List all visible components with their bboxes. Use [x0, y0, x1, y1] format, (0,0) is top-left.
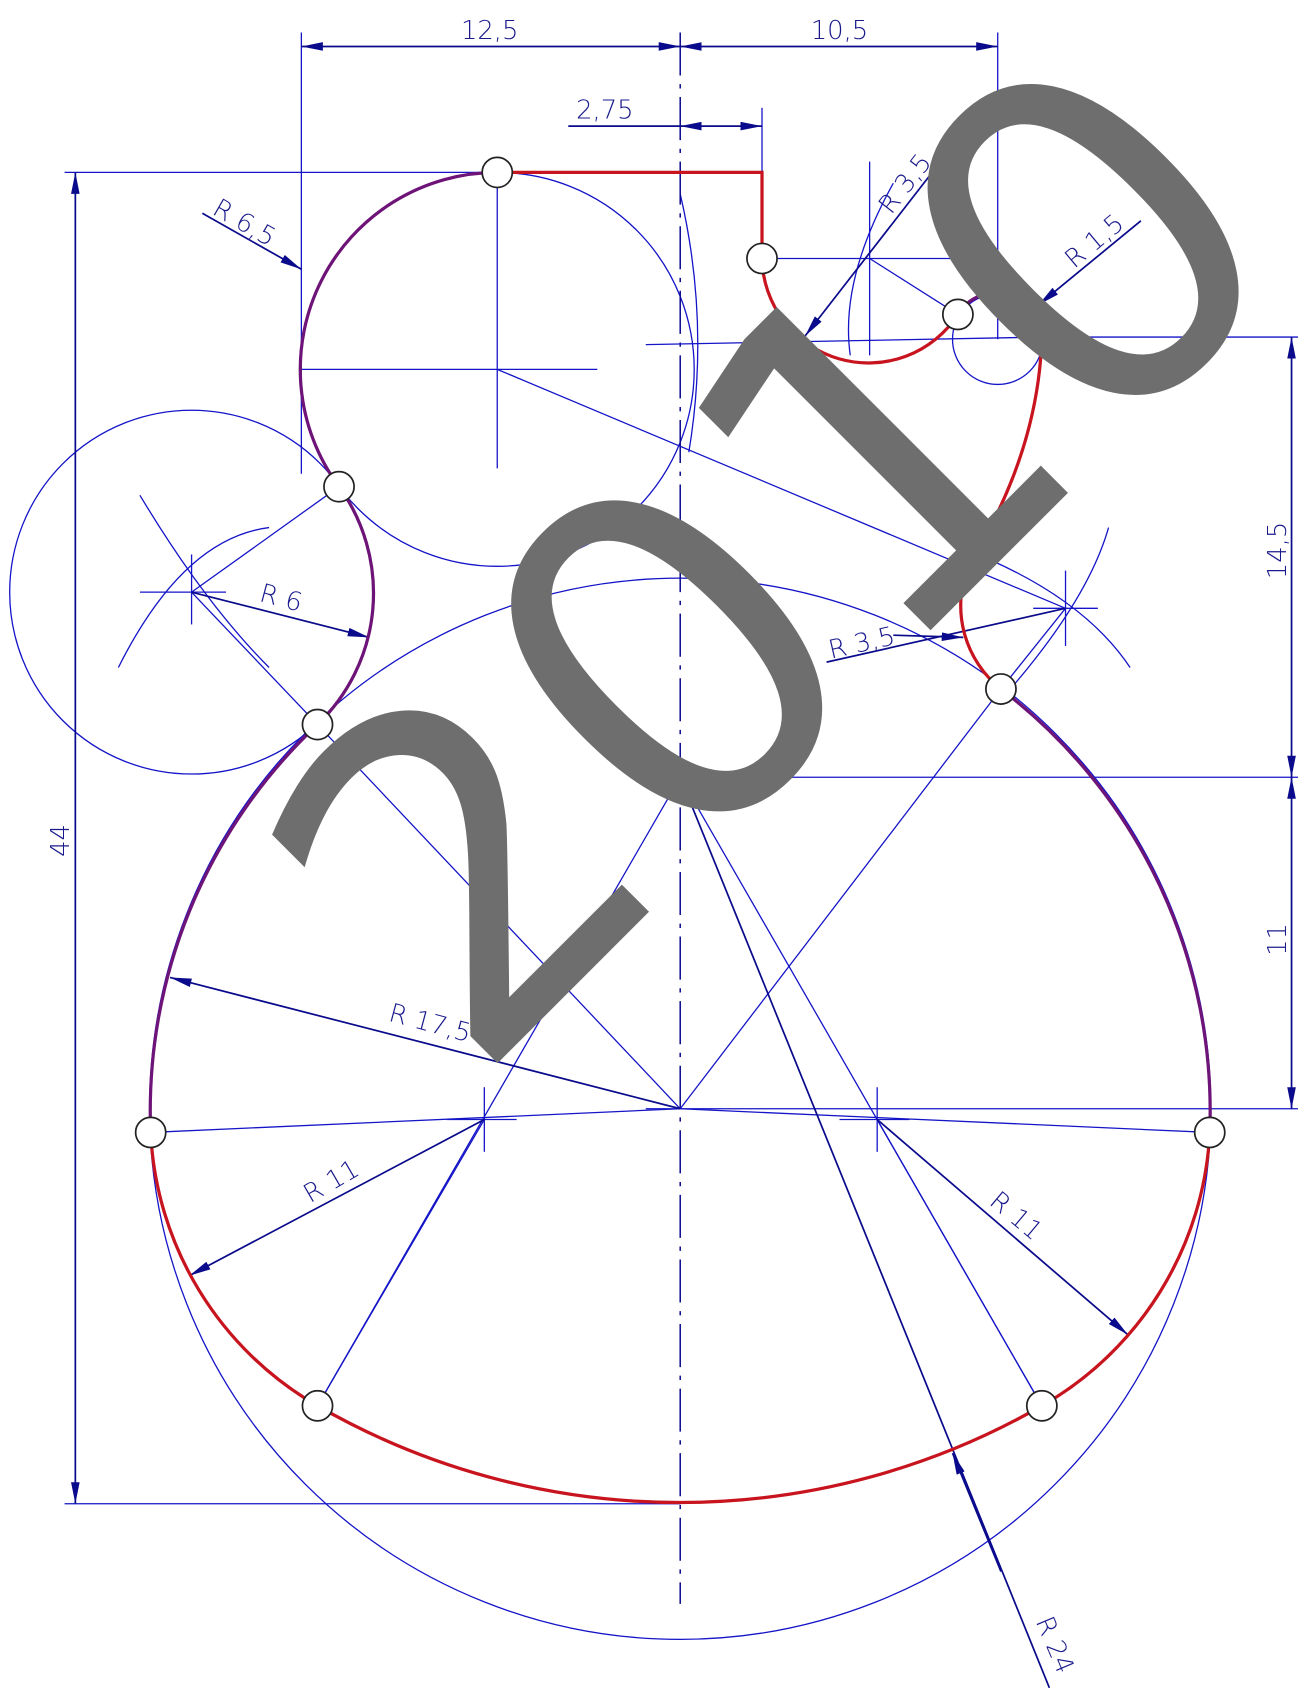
dim-label: R 6,5: [207, 193, 280, 253]
dim-label: 2,75: [576, 96, 634, 126]
dim-label: R 24: [1029, 1612, 1080, 1678]
contour: [148, 170, 1212, 1505]
watermark: 2010: [170, 0, 1298, 1165]
labels: 12,5 10,5 2,75 R 6,5 R 3,5 R 1,5 R 6 R 3…: [46, 0, 1298, 1678]
dim-label: 44: [46, 824, 76, 857]
dim-label: 12,5: [461, 16, 519, 46]
dim-label: 11: [1263, 923, 1293, 956]
dim-label: R 6: [256, 579, 305, 619]
dimension-lines: [71, 42, 1296, 1688]
dim-label: 14,5: [1263, 522, 1293, 580]
dim-label: 10,5: [811, 16, 869, 46]
points: [134, 156, 1226, 1422]
